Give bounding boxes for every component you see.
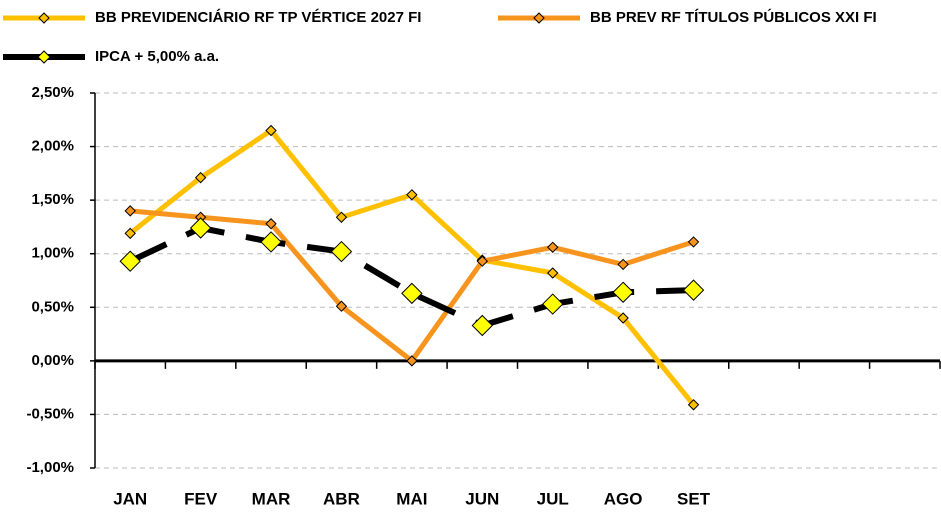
point-marker	[124, 205, 136, 217]
y-tick-label: -1,00%	[26, 459, 74, 476]
series-line	[128, 225, 694, 329]
point-marker	[119, 250, 141, 272]
y-tick-label: 2,00%	[31, 138, 74, 155]
point-marker	[260, 231, 282, 253]
point-marker	[471, 314, 493, 337]
point-marker	[547, 267, 559, 279]
x-tick-label: SET	[677, 489, 711, 508]
x-tick-label: FEV	[184, 489, 218, 508]
x-tick-label: MAR	[252, 489, 291, 508]
y-tick-label: 0,50%	[31, 298, 74, 315]
point-marker	[335, 300, 348, 312]
x-tick-label: JUN	[465, 489, 499, 508]
x-tick-label: ABR	[323, 489, 360, 508]
legend-marker	[37, 50, 51, 64]
point-marker	[124, 227, 136, 240]
y-tick-label: 0,00%	[31, 352, 74, 369]
point-marker	[687, 399, 700, 411]
point-marker	[335, 211, 348, 223]
point-marker	[265, 124, 277, 137]
x-tick-label: AGO	[604, 489, 643, 508]
y-tick-label: -0,50%	[26, 405, 74, 422]
y-tick-label: 1,50%	[31, 191, 74, 208]
point-marker	[476, 255, 488, 267]
point-marker	[401, 282, 423, 305]
point-marker	[406, 355, 418, 367]
point-marker	[265, 218, 277, 230]
point-marker	[194, 171, 207, 184]
legend-label: BB PREVIDENCIÁRIO RF TP VÉRTICE 2027 FI	[95, 9, 421, 26]
point-marker	[617, 312, 629, 324]
x-tick-label: JAN	[113, 489, 147, 508]
y-tick-label: 2,50%	[31, 84, 74, 101]
point-marker	[406, 189, 418, 201]
x-tick-label: JUL	[537, 489, 569, 508]
point-marker	[612, 281, 634, 303]
x-tick-label: MAI	[396, 489, 427, 508]
legend-label: IPCA + 5,00% a.a.	[95, 48, 219, 65]
point-marker	[687, 236, 700, 248]
y-tick-label: 1,00%	[31, 245, 74, 262]
legend-marker	[38, 12, 50, 24]
point-marker	[617, 258, 629, 271]
point-marker	[330, 240, 353, 263]
legend-marker	[533, 12, 545, 24]
legend-label: BB PREV RF TÍTULOS PÚBLICOS XXI FI	[590, 8, 877, 26]
point-marker	[547, 241, 559, 253]
point-marker	[189, 217, 212, 239]
point-marker	[542, 293, 564, 315]
point-marker	[682, 279, 705, 301]
